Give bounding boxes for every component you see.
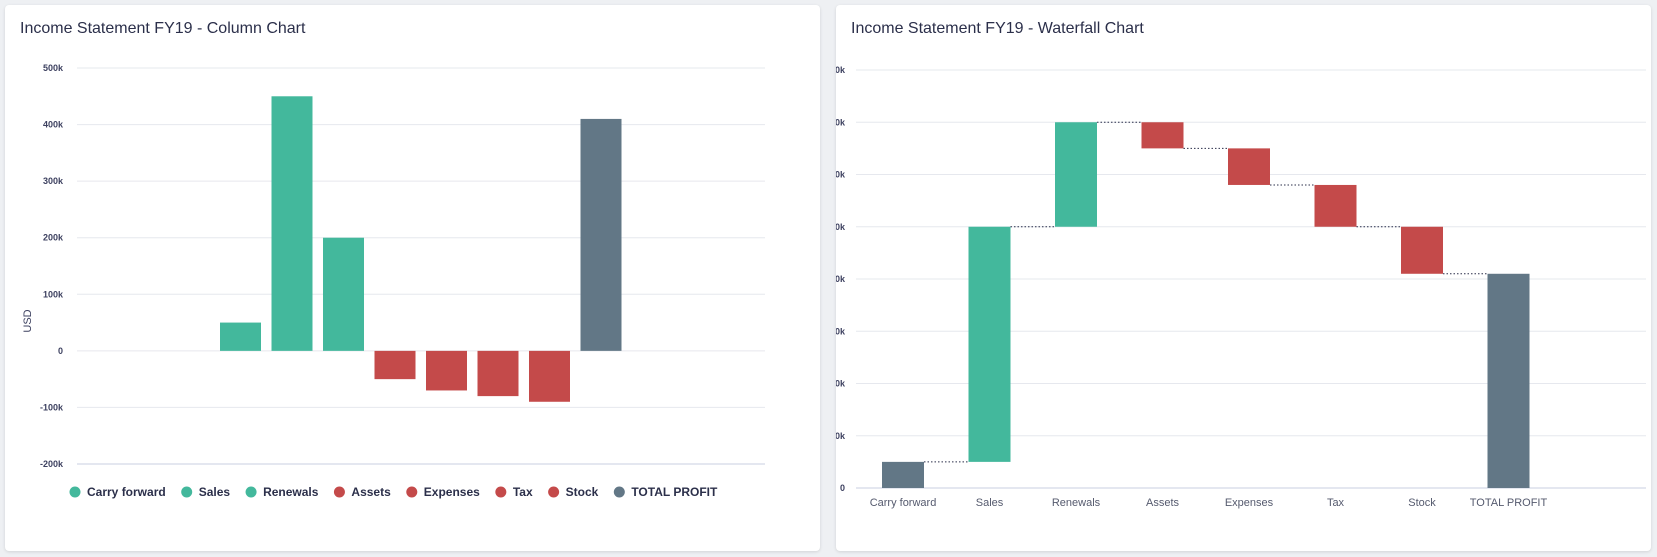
y-tick-label: 400k bbox=[43, 120, 64, 130]
bar-carry-forward bbox=[220, 322, 261, 351]
legend-marker bbox=[245, 486, 257, 498]
y-tick-label: 300k bbox=[836, 326, 846, 336]
x-tick-label: Expenses bbox=[1225, 497, 1274, 509]
y-tick-label: 500k bbox=[836, 222, 846, 232]
waterfall-bar-stock bbox=[1401, 226, 1443, 274]
column-chart-title: Income Statement FY19 - Column Chart bbox=[20, 20, 306, 37]
bar-tax bbox=[477, 350, 519, 397]
legend-marker bbox=[181, 486, 193, 498]
x-tick-label: TOTAL PROFIT bbox=[1470, 497, 1548, 509]
y-tick-label: 200k bbox=[836, 379, 846, 389]
waterfall-bar-expenses bbox=[1228, 148, 1270, 185]
y-tick-label: 800k bbox=[836, 65, 846, 75]
legend-label: Renewals bbox=[263, 485, 319, 499]
legend-marker bbox=[333, 486, 345, 498]
y-tick-label: 500k bbox=[43, 63, 64, 73]
y-tick-label: 300k bbox=[43, 176, 64, 186]
legend-label: Stock bbox=[566, 485, 599, 499]
x-tick-label: Sales bbox=[976, 497, 1004, 509]
legend-label: TOTAL PROFIT bbox=[631, 485, 718, 499]
y-tick-label: 600k bbox=[836, 170, 846, 180]
y-tick-label: 200k bbox=[43, 233, 64, 243]
bar-assets bbox=[374, 350, 416, 380]
waterfall-chart-svg: 800k700k600k500k400k300k200k100k0USDCarr… bbox=[836, 65, 1646, 509]
legend-label: Assets bbox=[351, 485, 391, 499]
waterfall-chart-title: Income Statement FY19 - Waterfall Chart bbox=[851, 20, 1144, 37]
waterfall-chart-panel: Income Statement FY19 - Waterfall Chart … bbox=[836, 5, 1651, 551]
x-tick-label: Tax bbox=[1327, 497, 1345, 509]
bar-stock bbox=[529, 350, 570, 402]
x-tick-label: Carry forward bbox=[870, 497, 937, 509]
legend-marker bbox=[613, 486, 625, 498]
waterfall-bar-sales bbox=[968, 226, 1011, 462]
y-axis-title: USD bbox=[22, 309, 34, 332]
legend-label: Expenses bbox=[424, 485, 480, 499]
y-tick-label: -200k bbox=[40, 459, 64, 469]
waterfall-bar-assets bbox=[1141, 122, 1184, 149]
waterfall-bar-total-profit bbox=[1487, 273, 1530, 488]
legend-label: Sales bbox=[199, 485, 231, 499]
bar-sales bbox=[271, 96, 313, 351]
bar-total-profit bbox=[580, 118, 622, 351]
waterfall-bar-renewals bbox=[1055, 122, 1097, 227]
legend-marker bbox=[406, 486, 418, 498]
legend-marker bbox=[495, 486, 507, 498]
y-tick-label: 400k bbox=[836, 274, 846, 284]
legend-label: Carry forward bbox=[87, 485, 166, 499]
x-tick-label: Stock bbox=[1408, 497, 1436, 509]
column-chart-panel: Income Statement FY19 - Column Chart 500… bbox=[5, 5, 820, 551]
y-tick-label: 700k bbox=[836, 117, 846, 127]
y-tick-label: 100k bbox=[836, 431, 846, 441]
y-tick-label: -100k bbox=[40, 402, 64, 412]
column-chart-svg: 500k 400k 300k 200k 100k 0 -100k -200k USD Carry … bbox=[22, 63, 765, 499]
legend-marker bbox=[548, 486, 560, 498]
bar-expenses bbox=[426, 350, 467, 391]
legend-marker bbox=[69, 486, 81, 498]
y-tick-label: 0 bbox=[58, 346, 63, 356]
waterfall-bar-tax bbox=[1314, 184, 1357, 227]
x-tick-label: Renewals bbox=[1052, 497, 1101, 509]
y-tick-label: 0 bbox=[840, 483, 845, 493]
waterfall-bar-carry-forward bbox=[882, 461, 924, 488]
y-tick-label: 100k bbox=[43, 289, 64, 299]
x-tick-label: Assets bbox=[1146, 497, 1180, 509]
bar-renewals bbox=[323, 237, 364, 351]
legend-label: Tax bbox=[513, 485, 533, 499]
